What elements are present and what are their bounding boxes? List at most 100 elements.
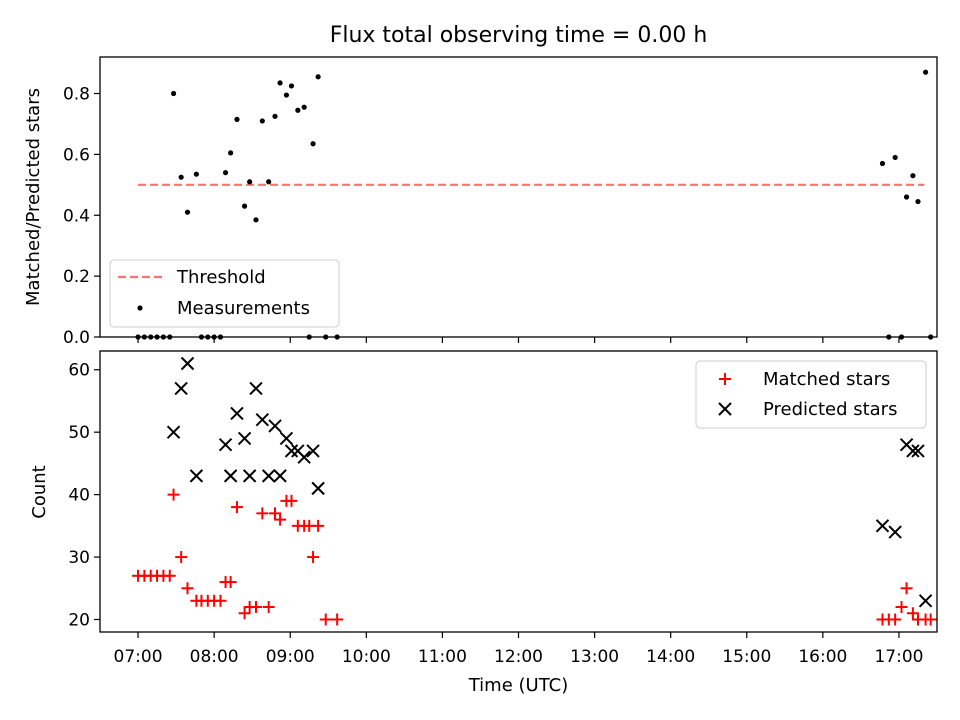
matched-star-point — [238, 607, 251, 620]
legend-measurements-label: Measurements — [177, 298, 310, 319]
predicted-star-point — [918, 594, 933, 608]
matched-star-point — [319, 613, 332, 626]
bottom-y-tick-label: 30 — [68, 548, 90, 568]
matched-star-point — [285, 494, 298, 507]
bottom-plot-marks — [132, 356, 937, 626]
measurement-point — [222, 170, 229, 176]
predicted-star-point — [306, 444, 320, 458]
predicted-star-point — [906, 444, 920, 458]
figure-title: Flux total observing time = 0.00 h — [330, 23, 708, 48]
bottom-legend-box — [695, 360, 927, 429]
top-legend-box — [109, 259, 340, 328]
measurement-point — [910, 173, 916, 179]
bottom-x-tick-label: 11:00 — [418, 647, 467, 667]
bottom-x-tick-label: 07:00 — [114, 647, 163, 667]
bottom-x-tick-label: 15:00 — [722, 647, 771, 667]
measurement-point — [315, 74, 321, 80]
measurement-point — [310, 141, 316, 147]
measurement-point — [193, 171, 199, 177]
matched-star-point — [256, 507, 269, 520]
legend-threshold-label: Threshold — [176, 267, 266, 288]
measurement-point — [301, 104, 307, 110]
matched-star-point — [895, 601, 908, 614]
measurement-point — [922, 69, 929, 75]
legend-predicted-swatch — [718, 402, 732, 416]
bottom-x-tick-label: 08:00 — [190, 647, 239, 667]
legend-matched-label: Matched stars — [763, 369, 890, 390]
predicted-star-point — [166, 425, 181, 439]
measurement-point — [272, 113, 278, 119]
matched-star-point — [274, 513, 287, 526]
predicted-star-point — [189, 469, 204, 483]
bottom-x-axis-ticks: 07:00 08:00 09:00 10:00 11:00 12:00 13:00 14:00… — [114, 632, 923, 667]
measurement-point — [241, 203, 248, 209]
matched-star-point — [181, 582, 194, 595]
measurement-point — [228, 150, 234, 156]
predicted-star-point — [279, 431, 294, 446]
measurement-point — [277, 80, 283, 86]
matched-star-point — [924, 613, 937, 626]
matched-star-point — [900, 582, 913, 595]
bottom-x-tick-label: 09:00 — [266, 647, 315, 667]
measurement-point — [266, 179, 272, 185]
predicted-star-point — [261, 469, 276, 483]
bottom-x-axis-label: Time (UTC) — [468, 675, 569, 696]
matched-star-point — [175, 551, 188, 564]
measurement-point — [283, 92, 290, 98]
matched-star-point — [269, 507, 282, 520]
predicted-star-point — [875, 519, 890, 533]
measurement-point — [184, 209, 191, 215]
predicted-star-point — [249, 381, 263, 396]
bottom-x-tick-label: 12:00 — [494, 647, 543, 667]
predicted-star-point — [311, 481, 325, 496]
top-y-tick-label: 0.8 — [63, 85, 90, 105]
legend-matched-swatch — [719, 373, 731, 385]
predicted-star-point — [230, 406, 244, 421]
top-plot-panel: 0.00.20.40.60.8 Matched/Predicted stars … — [23, 56, 938, 348]
measurement-point — [170, 90, 177, 97]
bottom-plot-panel: 20 30 40 50 60 07:00 08:00 09:00 10:00 11:00 12:0… — [29, 350, 938, 696]
matched-star-point — [906, 607, 919, 620]
top-y-axis-ticks: 0.0 0.2 0.4 0.6 0.8 — [63, 85, 100, 348]
bottom-x-tick-label: 14:00 — [646, 647, 695, 667]
matched-star-point — [889, 613, 902, 626]
matched-star-point — [331, 613, 344, 626]
bottom-plot-frame — [99, 350, 938, 633]
matched-star-point — [230, 501, 243, 514]
bottom-legend: Matched stars Predicted stars — [695, 360, 927, 429]
measurement-point — [234, 116, 240, 122]
top-y-tick-label: 0.6 — [63, 145, 90, 165]
measurement-point — [259, 118, 265, 124]
predicted-star-point — [284, 444, 299, 458]
bottom-x-tick-label: 13:00 — [570, 647, 619, 667]
bottom-y-axis-label: Count — [29, 465, 50, 518]
predicted-star-point — [888, 525, 902, 539]
matched-star-point — [262, 601, 275, 614]
bottom-y-tick-label: 40 — [68, 486, 90, 506]
measurement-point — [288, 83, 295, 89]
measurement-point — [903, 194, 910, 200]
measurement-point — [253, 217, 259, 223]
top-legend: Threshold Measurements — [109, 259, 340, 328]
predicted-star-point — [273, 469, 287, 483]
bottom-y-tick-label: 50 — [68, 423, 90, 443]
predicted-star-point — [180, 356, 195, 371]
matched-star-point — [307, 551, 320, 564]
predicted-star-point — [242, 469, 257, 483]
top-y-axis-label: Matched/Predicted stars — [23, 88, 44, 306]
measurement-point — [178, 174, 184, 180]
bottom-y-axis-ticks: 20 30 40 50 60 — [68, 361, 100, 631]
measurement-point — [879, 160, 886, 167]
bottom-y-tick-label: 20 — [68, 611, 90, 631]
matched-star-point — [214, 594, 227, 607]
matched-star-point — [163, 569, 176, 582]
predicted-star-point — [255, 412, 270, 427]
matched-star-point — [249, 601, 262, 614]
measurement-point — [295, 107, 301, 113]
legend-predicted-label: Predicted stars — [763, 399, 897, 420]
top-y-tick-label: 0.4 — [63, 206, 90, 226]
measurement-point — [915, 198, 921, 205]
predicted-star-point — [237, 431, 252, 446]
predicted-star-point — [223, 469, 238, 483]
